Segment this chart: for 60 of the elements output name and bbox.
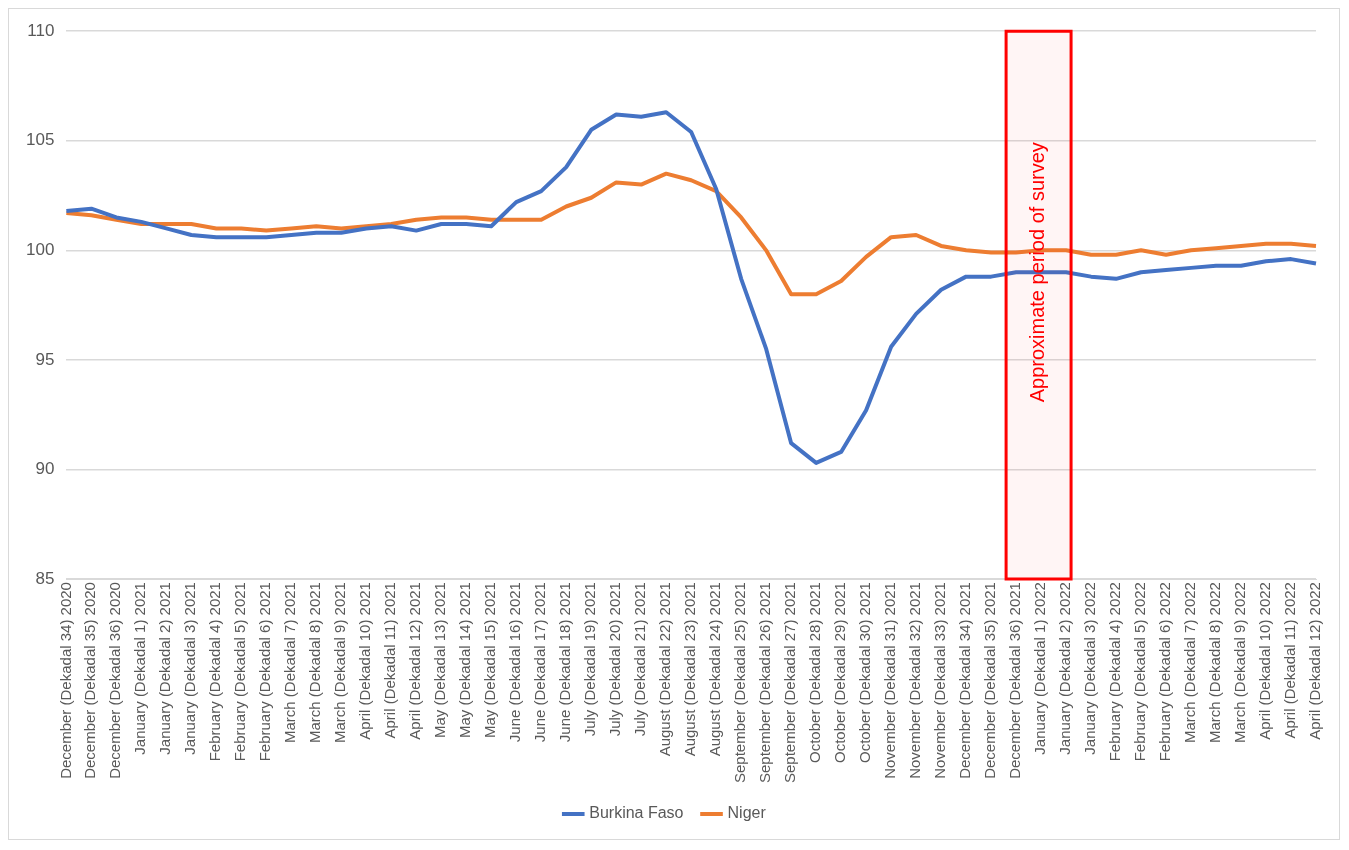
x-tick-label: January (Dekadal 1) 2022 [1031, 582, 1049, 755]
x-tick-label: October (Dekadal 29) 2021 [831, 582, 849, 763]
x-tick-label: December (Dekadal 35) 2021 [981, 582, 999, 779]
x-tick-label: August (Dekadal 22) 2021 [656, 582, 674, 757]
x-tick-label: April (Dekadal 12) 2021 [406, 582, 424, 740]
x-tick-label: March (Dekadal 8) 2021 [306, 582, 324, 743]
x-tick-label: February (Dekadal 4) 2021 [206, 582, 224, 762]
x-tick-label: September (Dekadal 26) 2021 [756, 582, 774, 784]
x-tick-label: March (Dekadal 8) 2022 [1206, 582, 1224, 743]
x-tick-label: February (Dekadal 4) 2022 [1106, 582, 1124, 762]
x-tick-label: February (Dekadal 5) 2021 [231, 582, 249, 762]
x-tick-label: October (Dekadal 30) 2021 [856, 582, 874, 763]
x-tick-label: April (Dekadal 12) 2022 [1306, 582, 1324, 740]
legend-label: Burkina Faso [589, 804, 684, 822]
x-tick-label: April (Dekadal 11) 2021 [381, 582, 399, 739]
x-tick-label: July (Dekadal 21) 2021 [631, 582, 649, 737]
x-tick-label: June (Dekadal 16) 2021 [506, 582, 524, 743]
x-tick-label: May (Dekadal 13) 2021 [431, 582, 449, 738]
x-tick-label: September (Dekadal 25) 2021 [731, 582, 749, 784]
x-tick-label: May (Dekadal 15) 2021 [481, 582, 499, 738]
x-tick-label: March (Dekadal 7) 2022 [1181, 582, 1199, 743]
x-tick-label: March (Dekadal 7) 2021 [281, 582, 299, 743]
x-tick-label: September (Dekadal 27) 2021 [781, 582, 799, 784]
x-tick-label: June (Dekadal 18) 2021 [556, 582, 574, 743]
x-tick-label: April (Dekadal 10) 2022 [1256, 582, 1274, 740]
x-tick-label: March (Dekadal 9) 2022 [1231, 582, 1249, 743]
x-tick-label: January (Dekadal 3) 2022 [1081, 582, 1099, 755]
x-tick-label: February (Dekadal 6) 2022 [1156, 582, 1174, 762]
y-tick-label: 100 [25, 240, 55, 260]
x-tick-label: August (Dekadal 23) 2021 [681, 582, 699, 757]
x-tick-label: August (Dekadal 24) 2021 [706, 582, 724, 757]
x-tick-label: November (Dekadal 32) 2021 [906, 582, 924, 779]
y-tick-label: 105 [25, 130, 55, 150]
band-label: Approximate period of survey [1026, 142, 1049, 403]
x-tick-label: January (Dekadal 1) 2021 [131, 582, 149, 755]
x-tick-label: March (Dekadal 9) 2021 [331, 582, 349, 743]
x-tick-label: December (Dekadal 35) 2020 [81, 582, 99, 779]
x-tick-label: January (Dekadal 2) 2021 [156, 582, 174, 755]
legend-label: Niger [727, 804, 767, 822]
x-tick-label: November (Dekadal 31) 2021 [881, 582, 899, 779]
x-tick-label: April (Dekadal 11) 2022 [1281, 582, 1299, 739]
x-tick-label: December (Dekadal 36) 2020 [106, 582, 124, 779]
x-tick-label: November (Dekadal 33) 2021 [931, 582, 949, 779]
x-tick-label: April (Dekadal 10) 2021 [356, 582, 374, 740]
x-tick-label: May (Dekadal 14) 2021 [456, 582, 474, 738]
x-tick-label: December (Dekadal 36) 2021 [1006, 582, 1024, 779]
y-tick-label: 85 [35, 568, 55, 588]
y-tick-label: 110 [27, 20, 55, 40]
x-tick-label: July (Dekadal 20) 2021 [606, 582, 624, 737]
x-tick-label: December (Dekadal 34) 2020 [56, 582, 74, 779]
x-tick-label: February (Dekadal 6) 2021 [256, 582, 274, 762]
y-tick-label: 90 [35, 459, 55, 479]
x-tick-label: December (Dekadal 34) 2021 [956, 582, 974, 779]
x-tick-label: June (Dekadal 17) 2021 [531, 582, 549, 743]
x-tick-label: February (Dekadal 5) 2022 [1131, 582, 1149, 762]
x-tick-label: January (Dekadal 2) 2022 [1056, 582, 1074, 755]
x-tick-label: January (Dekadal 3) 2021 [181, 582, 199, 755]
x-tick-label: October (Dekadal 28) 2021 [806, 582, 824, 763]
y-tick-label: 95 [35, 349, 55, 369]
x-tick-label: July (Dekadal 19) 2021 [581, 582, 599, 737]
